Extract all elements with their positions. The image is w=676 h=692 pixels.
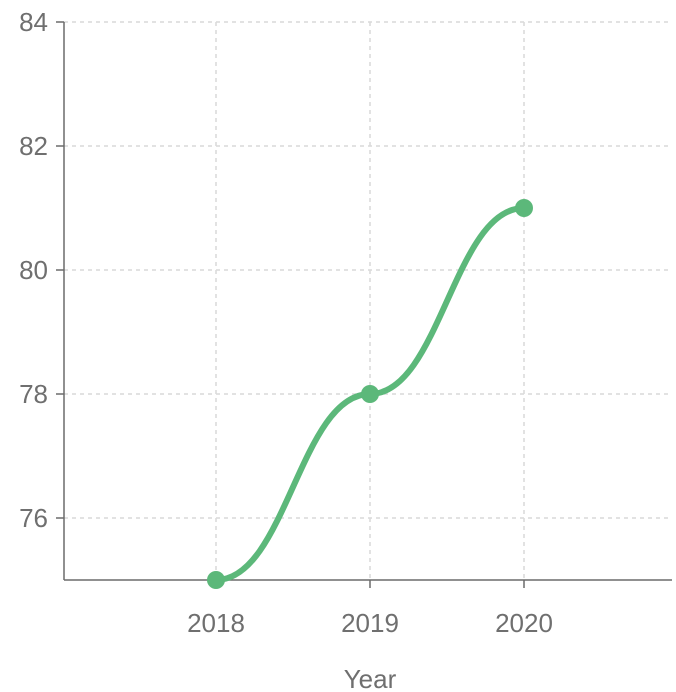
axes	[63, 22, 672, 581]
y-tick-label: 84	[19, 7, 48, 37]
y-tick-label: 78	[19, 379, 48, 409]
y-tick-label: 76	[19, 503, 48, 533]
x-tick-label: 2020	[495, 608, 553, 638]
x-tick-label: 2019	[341, 608, 399, 638]
data-point[interactable]	[207, 571, 225, 589]
x-axis-title: Year	[344, 664, 397, 692]
y-tick-label: 82	[19, 131, 48, 161]
data-point[interactable]	[515, 199, 533, 217]
tick-labels: 76 78 80 82 84 2018 2019 2020	[19, 7, 553, 638]
series-layer	[207, 199, 533, 589]
grid	[64, 21, 672, 580]
x-tick-label: 2018	[187, 608, 245, 638]
y-tick-label: 80	[19, 255, 48, 285]
data-point[interactable]	[361, 385, 379, 403]
